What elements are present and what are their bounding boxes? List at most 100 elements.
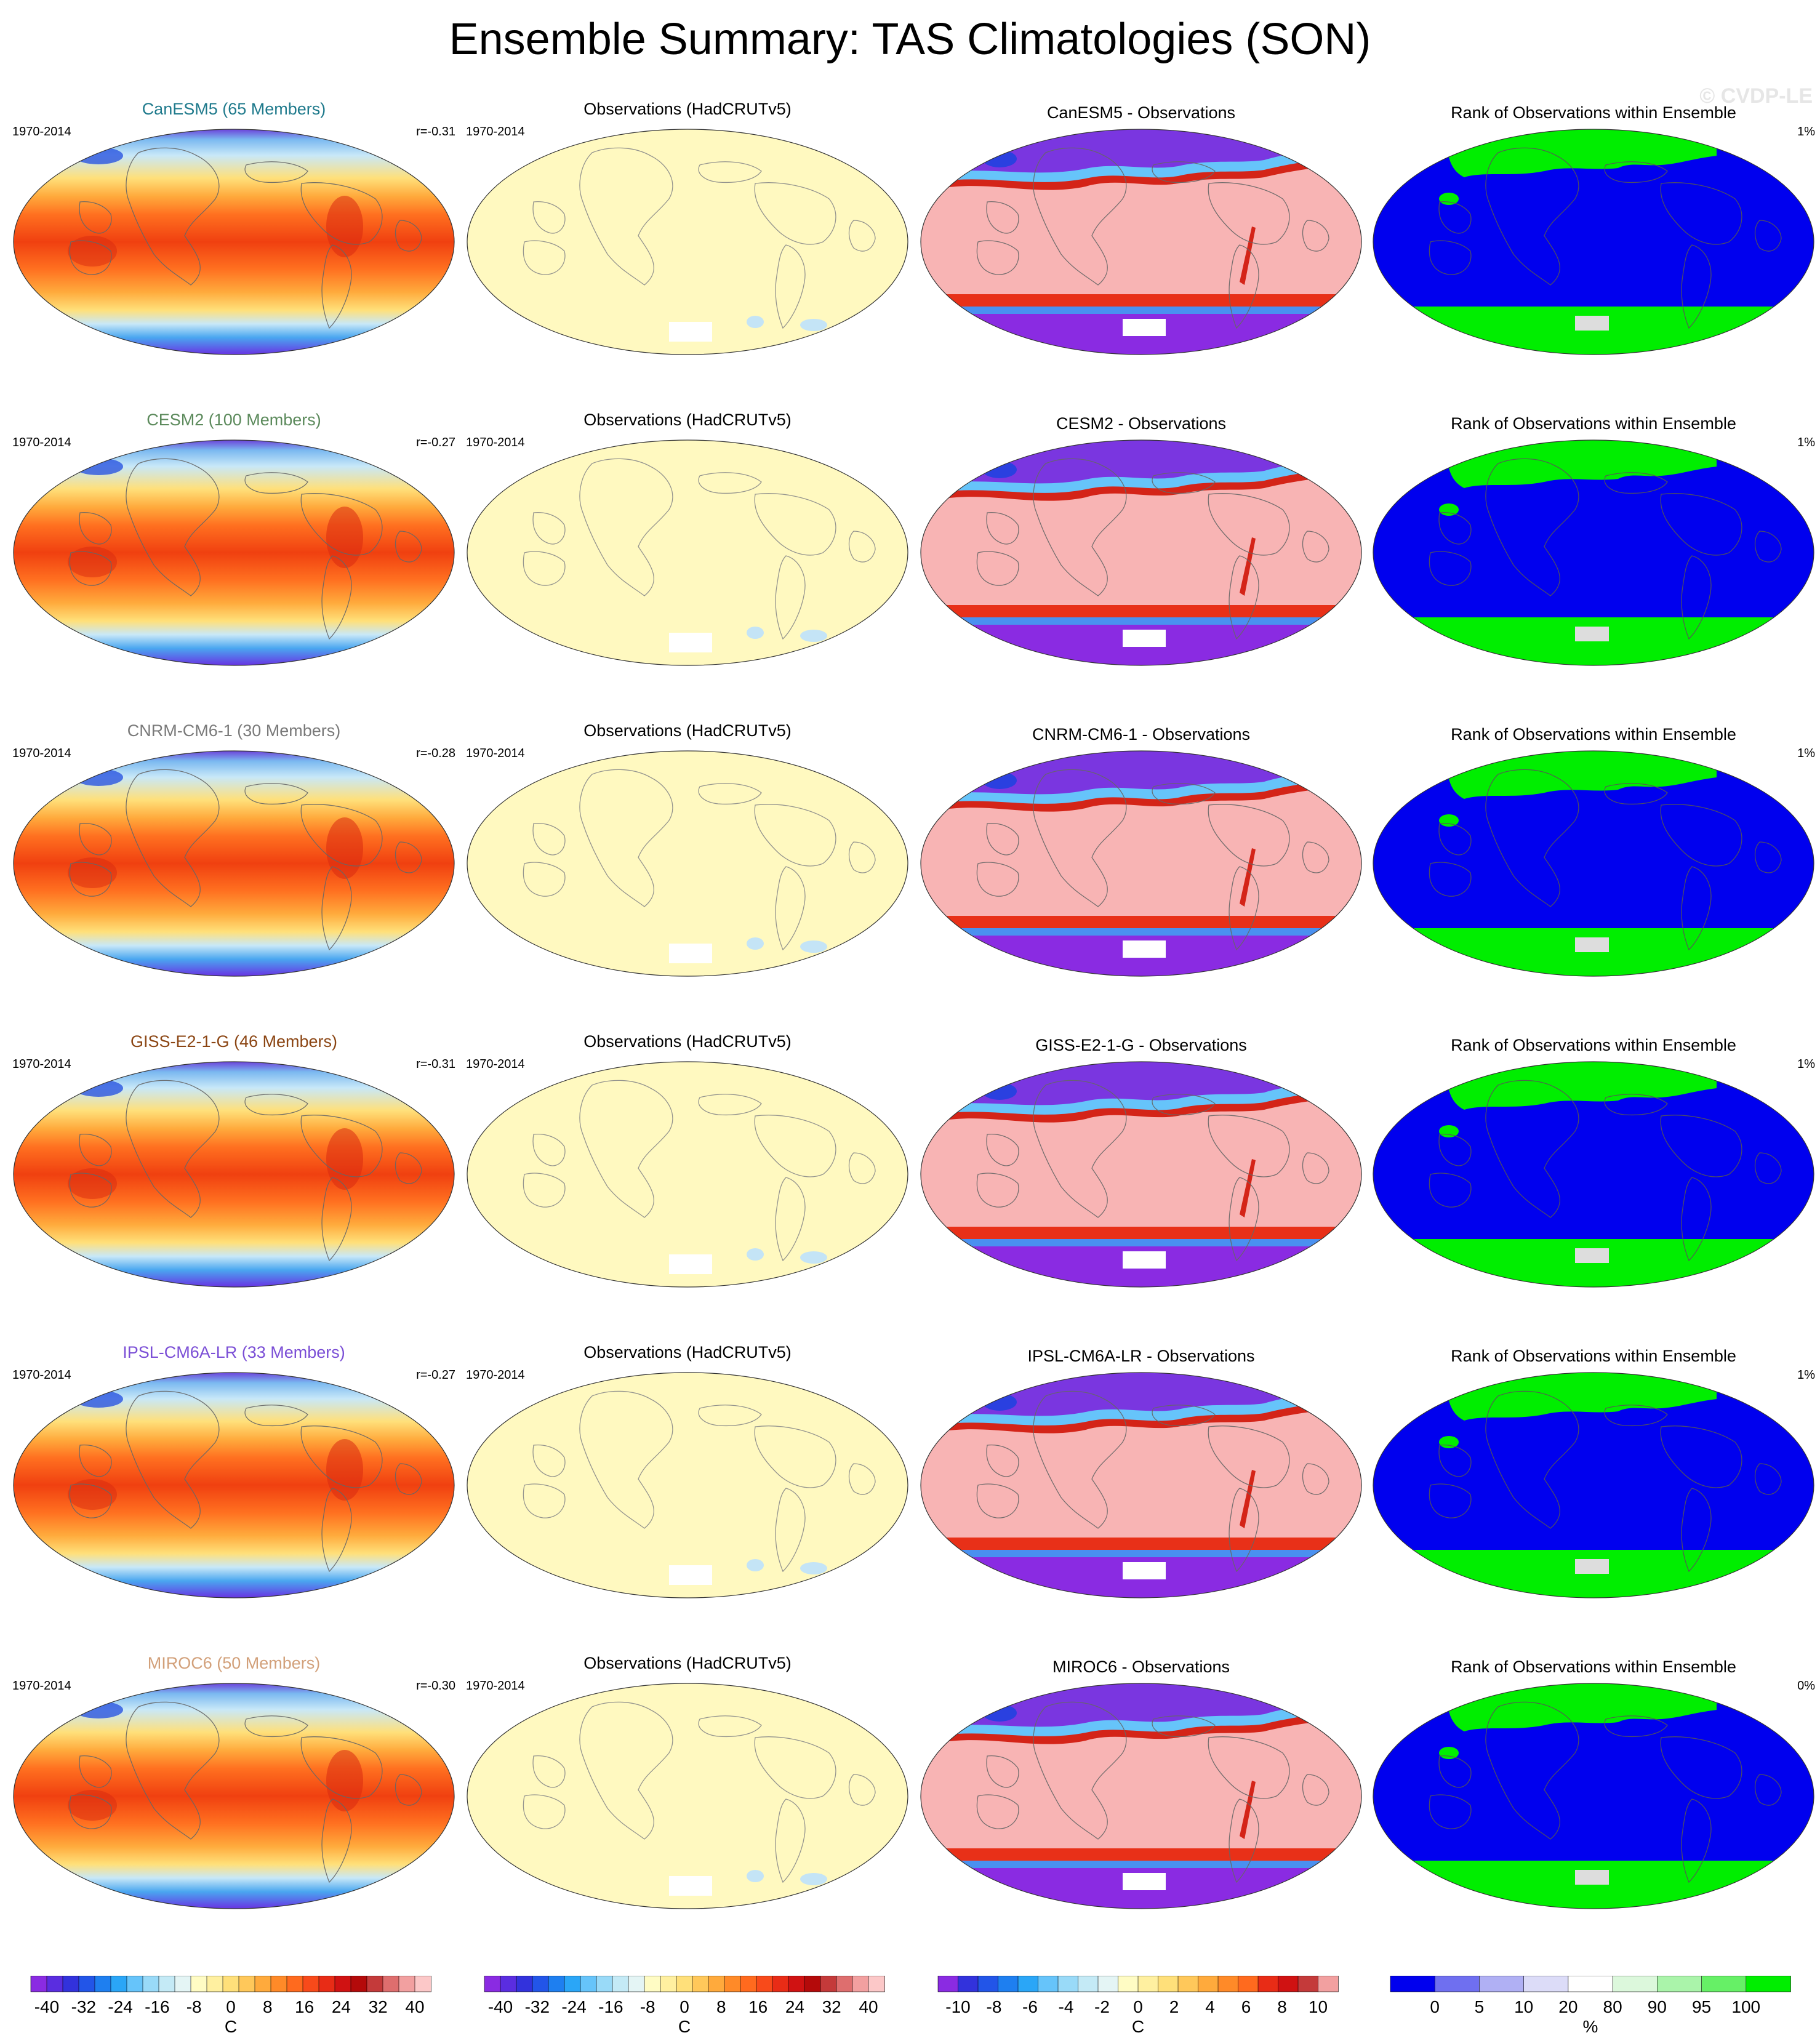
coastline	[848, 1774, 876, 1806]
colorbar-swatch	[142, 1976, 159, 1992]
coastline	[1429, 240, 1472, 275]
coastline	[126, 1080, 220, 1218]
observation-map	[467, 750, 908, 977]
coastline	[395, 1774, 422, 1806]
coastline	[244, 1094, 308, 1116]
coastline	[1485, 458, 1579, 596]
colorbar-tick-label: -6	[1022, 1997, 1038, 2016]
colorbar-tick-label: -40	[34, 1997, 59, 2016]
coastline	[523, 551, 566, 586]
obs-title: Observations (HadCRUTv5)	[583, 100, 792, 118]
colorbar-tick-label: 8	[263, 1997, 273, 2016]
period-label: 1970-2014	[12, 1679, 71, 1693]
colorbar-swatch	[820, 1976, 837, 1992]
coastline	[321, 1798, 352, 1883]
coastline	[848, 1463, 876, 1495]
diff-title: CNRM-CM6-1 - Observations	[1032, 725, 1251, 744]
coastline	[698, 161, 762, 183]
colorbar-tick-label: 0	[1133, 1997, 1143, 2016]
model-climatology-map	[13, 1061, 455, 1288]
coastline	[244, 161, 308, 183]
colorbar-swatch	[1746, 1976, 1791, 1992]
coastline	[1302, 1152, 1329, 1184]
coastline	[1681, 1798, 1712, 1883]
coastline	[775, 1798, 806, 1883]
colorbar-swatch	[998, 1976, 1019, 1992]
diff-title: IPSL-CM6A-LR - Observations	[1027, 1347, 1255, 1365]
coastline	[1485, 1390, 1579, 1529]
coastline	[79, 512, 112, 545]
colorbar-swatch	[1434, 1976, 1480, 1992]
coastline	[1604, 1405, 1668, 1427]
period-label: 1970-2014	[12, 125, 71, 138]
correlation-label: r=-0.31	[416, 125, 455, 138]
map-border	[920, 129, 1362, 355]
coastline	[523, 1173, 566, 1208]
correlation-label: r=-0.28	[416, 747, 455, 760]
colorbar-swatch	[868, 1976, 885, 1992]
colorbar-swatch	[398, 1976, 415, 1992]
colorbar-tick-label: -32	[525, 1997, 550, 2016]
correlation-label: r=-0.27	[416, 1368, 455, 1382]
coastline	[1604, 1094, 1668, 1116]
coastline	[976, 1794, 1019, 1829]
coastline	[1033, 1080, 1127, 1218]
colorbar-tick-label: 80	[1603, 1997, 1622, 2016]
colorbar-swatch	[1479, 1976, 1525, 1992]
coastline	[754, 1736, 836, 1799]
coastline	[321, 1177, 352, 1262]
coastline	[1152, 1094, 1216, 1116]
map-border	[13, 750, 455, 977]
model-title: CESM2 (100 Members)	[146, 411, 321, 429]
colorbar-swatch	[254, 1976, 271, 1992]
colorbar-swatch	[564, 1976, 581, 1992]
period-label: 1970-2014	[12, 1057, 71, 1071]
colorbar-swatch	[318, 1976, 335, 1992]
period-label: 1970-2014	[466, 1368, 525, 1382]
observation-map	[467, 439, 908, 666]
colorbar-tick-label: 5	[1475, 1997, 1485, 2016]
coastline	[1229, 555, 1259, 640]
coastline	[1302, 841, 1329, 873]
coastline	[244, 1405, 308, 1427]
diff-title: CESM2 - Observations	[1056, 414, 1227, 433]
colorbar-unit: C	[1132, 2017, 1144, 2036]
model-climatology-map	[13, 1683, 455, 1909]
colorbar-swatch	[382, 1976, 399, 1992]
coastline	[976, 862, 1019, 897]
colorbar-tick-label: 0	[226, 1997, 236, 2016]
coastline	[1229, 1177, 1259, 1262]
coastline	[1429, 1794, 1472, 1829]
colorbar-swatch	[852, 1976, 869, 1992]
colorbar-swatch	[1523, 1976, 1569, 1992]
colorbar-swatch	[46, 1976, 63, 1992]
rank-percent: 1%	[1797, 1057, 1815, 1071]
coastline	[1208, 493, 1290, 556]
coastline	[986, 1134, 1019, 1166]
map-border	[13, 129, 455, 355]
map-border	[467, 439, 908, 666]
coastline	[1152, 472, 1216, 494]
colorbar-swatch	[270, 1976, 287, 1992]
coastline	[986, 512, 1019, 545]
colorbar-swatch	[158, 1976, 175, 1992]
coastline	[579, 769, 673, 907]
coastline	[79, 823, 112, 856]
coastline	[1681, 1488, 1712, 1573]
coastline	[976, 1173, 1019, 1208]
colorbar-tick-label: -16	[145, 1997, 169, 2016]
coastline	[754, 804, 836, 867]
coastline	[79, 1134, 112, 1166]
coastline	[1302, 220, 1329, 252]
rank-map	[1373, 439, 1814, 666]
colorbar-swatch	[366, 1976, 383, 1992]
colorbar-swatch	[628, 1976, 645, 1992]
colorbar-swatch	[548, 1976, 565, 1992]
coastline	[1754, 1463, 1782, 1495]
map-border	[1373, 129, 1814, 355]
period-label: 1970-2014	[12, 436, 71, 449]
watermark: © CVDP-LE	[1699, 84, 1813, 108]
coastline	[1033, 1701, 1127, 1840]
colorbar-swatch	[206, 1976, 223, 1992]
colorbar-swatch	[302, 1976, 319, 1992]
